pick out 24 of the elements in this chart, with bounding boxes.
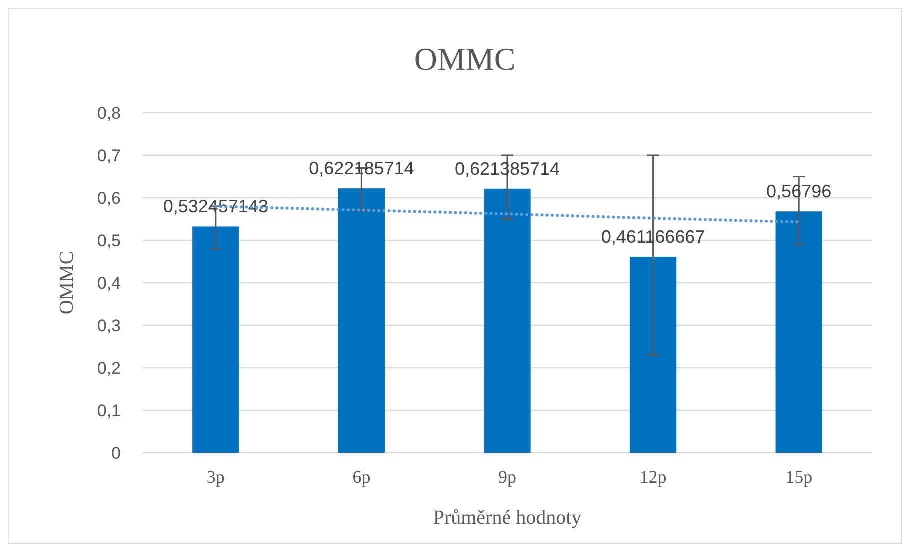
y-tick-label: 0,4 (97, 274, 121, 293)
x-tick-label: 15p (786, 467, 813, 487)
data-label: 0,622185714 (309, 158, 414, 179)
y-tick-label: 0,2 (97, 358, 121, 378)
chart-title: OMMC (414, 41, 516, 77)
x-tick-label: 9p (498, 467, 516, 487)
bar (192, 226, 240, 453)
y-tick-label: 0,7 (97, 146, 121, 166)
bar (776, 212, 822, 453)
x-tick-label: 6p (352, 467, 371, 487)
x-axis-title: Průměrné hodnoty (433, 507, 582, 529)
y-tick-label: 0,1 (97, 401, 121, 420)
x-tick-label: 12p (640, 467, 667, 487)
y-tick-label: 0,6 (97, 188, 121, 208)
y-tick-label: 0 (112, 444, 121, 463)
bar (484, 188, 531, 453)
y-axis-title: OMMC (56, 251, 78, 315)
bar (338, 188, 386, 453)
data-label: 0,532457143 (163, 196, 268, 217)
x-tick-label: 3p (206, 467, 225, 487)
y-tick-label: 0,8 (97, 104, 121, 123)
y-tick-label: 0,3 (97, 316, 121, 336)
bar (630, 257, 677, 453)
y-tick-label: 0,5 (97, 231, 121, 250)
